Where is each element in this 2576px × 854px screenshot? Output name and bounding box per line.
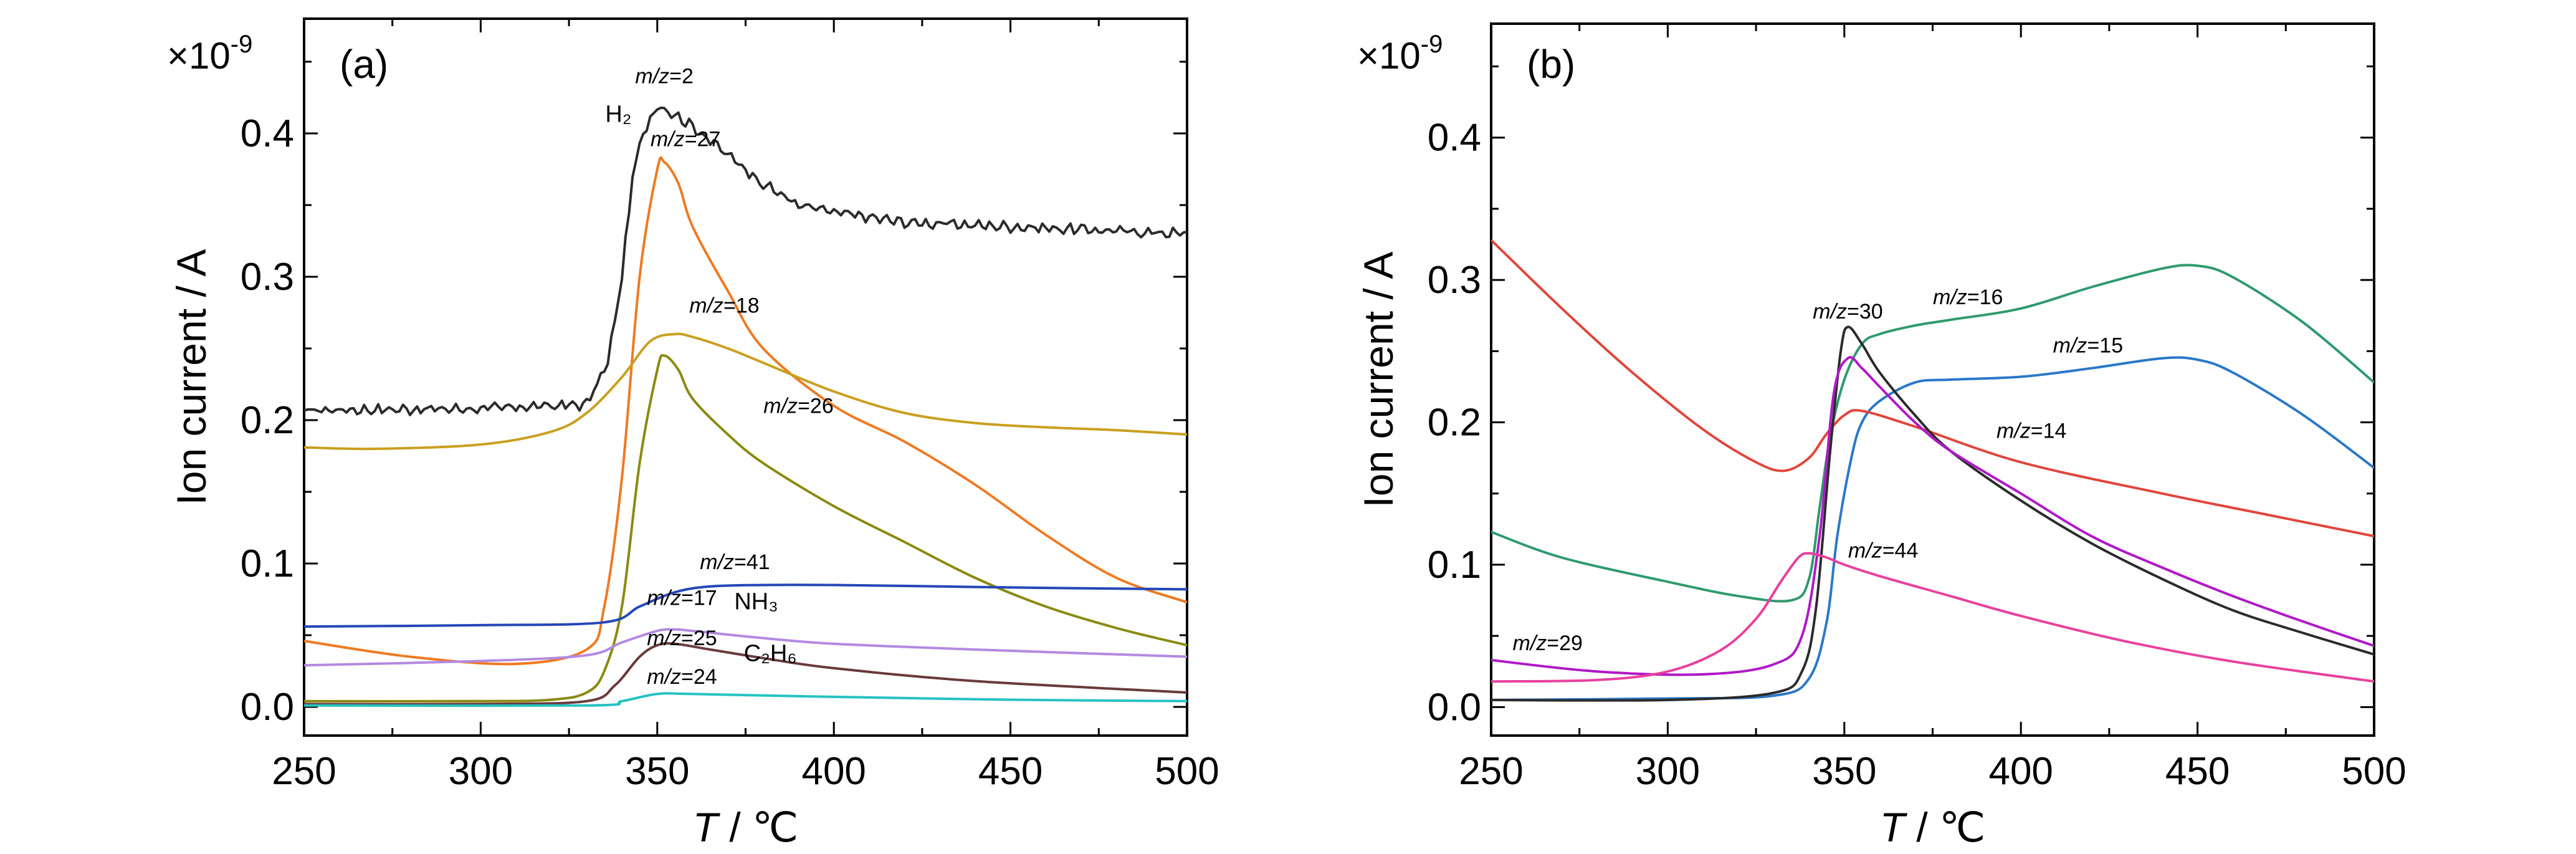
series-line-m-z-17: [304, 628, 1187, 667]
panel-b: 250 300 350 400 450 500 0.0 0.1 0.2 0.3 0.4 ×10-9 (b…: [1355, 22, 2407, 850]
series-line-m-z-41: [304, 583, 1187, 628]
x-tick-label: 350: [625, 750, 689, 793]
y-tick-label: 0.3: [1428, 259, 1481, 302]
series-line-m-z-15: [1491, 356, 2374, 701]
annotation-label: C₂H₆: [744, 640, 797, 666]
x-tick-label: 400: [1988, 750, 2053, 793]
annotation-label: m/z=14: [1996, 420, 2066, 443]
y-tick-label: 0.4: [1428, 117, 1481, 160]
y-scale-factor: ×10-9: [167, 31, 252, 77]
series-line-m-z-27: [304, 156, 1187, 666]
panel-label: (b): [1527, 42, 1575, 87]
annotation-label: m/z=17: [647, 587, 717, 610]
series-line-m-z-25: [304, 642, 1187, 706]
x-axis-title: T / ℃: [1880, 804, 1985, 850]
x-tick-label: 300: [449, 750, 513, 793]
x-axis-title: T / ℃: [693, 804, 798, 850]
series-line-m-z-44: [1491, 552, 2374, 683]
y-tick-label: 0.0: [241, 686, 294, 729]
y-tick-label: 0.4: [241, 112, 294, 155]
series-line-m-z-30: [1491, 325, 2374, 702]
annotation-label: m/z=27: [651, 128, 720, 151]
annotation-label: m/z=2: [635, 65, 694, 89]
series-line-m-z-14: [1491, 239, 2374, 538]
x-tick-label: 500: [1155, 750, 1219, 793]
annotation-label: m/z=29: [1512, 631, 1582, 655]
y-tick-label: 0.3: [241, 256, 294, 299]
annotation-label: m/z=26: [763, 395, 833, 418]
series-line-m-z-26: [304, 354, 1187, 703]
annotation-label: m/z=18: [689, 294, 759, 318]
x-tick-label: 450: [978, 750, 1042, 793]
annotation-label: H₂: [605, 102, 631, 128]
y-tick-label: 0.1: [241, 542, 294, 585]
y-axis-title: Ion current / A: [168, 249, 214, 506]
x-tick-label: 250: [1459, 750, 1523, 793]
series-line-m-z-24: [304, 692, 1187, 708]
y-scale-factor: ×10-9: [1357, 31, 1443, 77]
x-tick-label: 250: [272, 750, 336, 793]
series-line-m-z-29: [1491, 356, 2374, 676]
annotation-label: m/z=16: [1933, 285, 2003, 309]
x-tick-label: 400: [801, 750, 866, 793]
annotation-label: m/z=41: [700, 550, 770, 574]
annotation-label: m/z=44: [1848, 539, 1918, 563]
annotation-label: m/z=15: [2053, 334, 2123, 358]
y-tick-label: 0.2: [1428, 401, 1481, 444]
series-group: [1491, 239, 2374, 702]
panel-a: 250 300 350 400 450 500 0.0 0.1 0.2 0.3 0.4 ×10-9 (a…: [167, 17, 1219, 850]
x-tick-label: 300: [1636, 750, 1700, 793]
annotation-label: m/z=30: [1813, 300, 1882, 324]
annotation-label: m/z=24: [647, 665, 717, 689]
series-group: [304, 106, 1187, 708]
y-axis-title: Ion current / A: [1355, 252, 1401, 508]
x-tick-label: 450: [2165, 750, 2230, 793]
plot-frame: [303, 17, 1188, 737]
y-tick-label: 0.2: [241, 399, 294, 442]
panel-label: (a): [340, 42, 388, 87]
y-tick-label: 0.0: [1428, 686, 1481, 729]
annotation-label: m/z=25: [647, 626, 717, 650]
series-line-m-z-16: [1491, 264, 2374, 603]
x-tick-label: 500: [2342, 750, 2406, 793]
annotation-label: NH₃: [734, 589, 778, 615]
series-line-m-z-2: [304, 106, 1187, 416]
series-line-m-z-18: [304, 332, 1187, 451]
y-tick-label: 0.1: [1428, 544, 1481, 587]
x-tick-label: 350: [1812, 750, 1876, 793]
